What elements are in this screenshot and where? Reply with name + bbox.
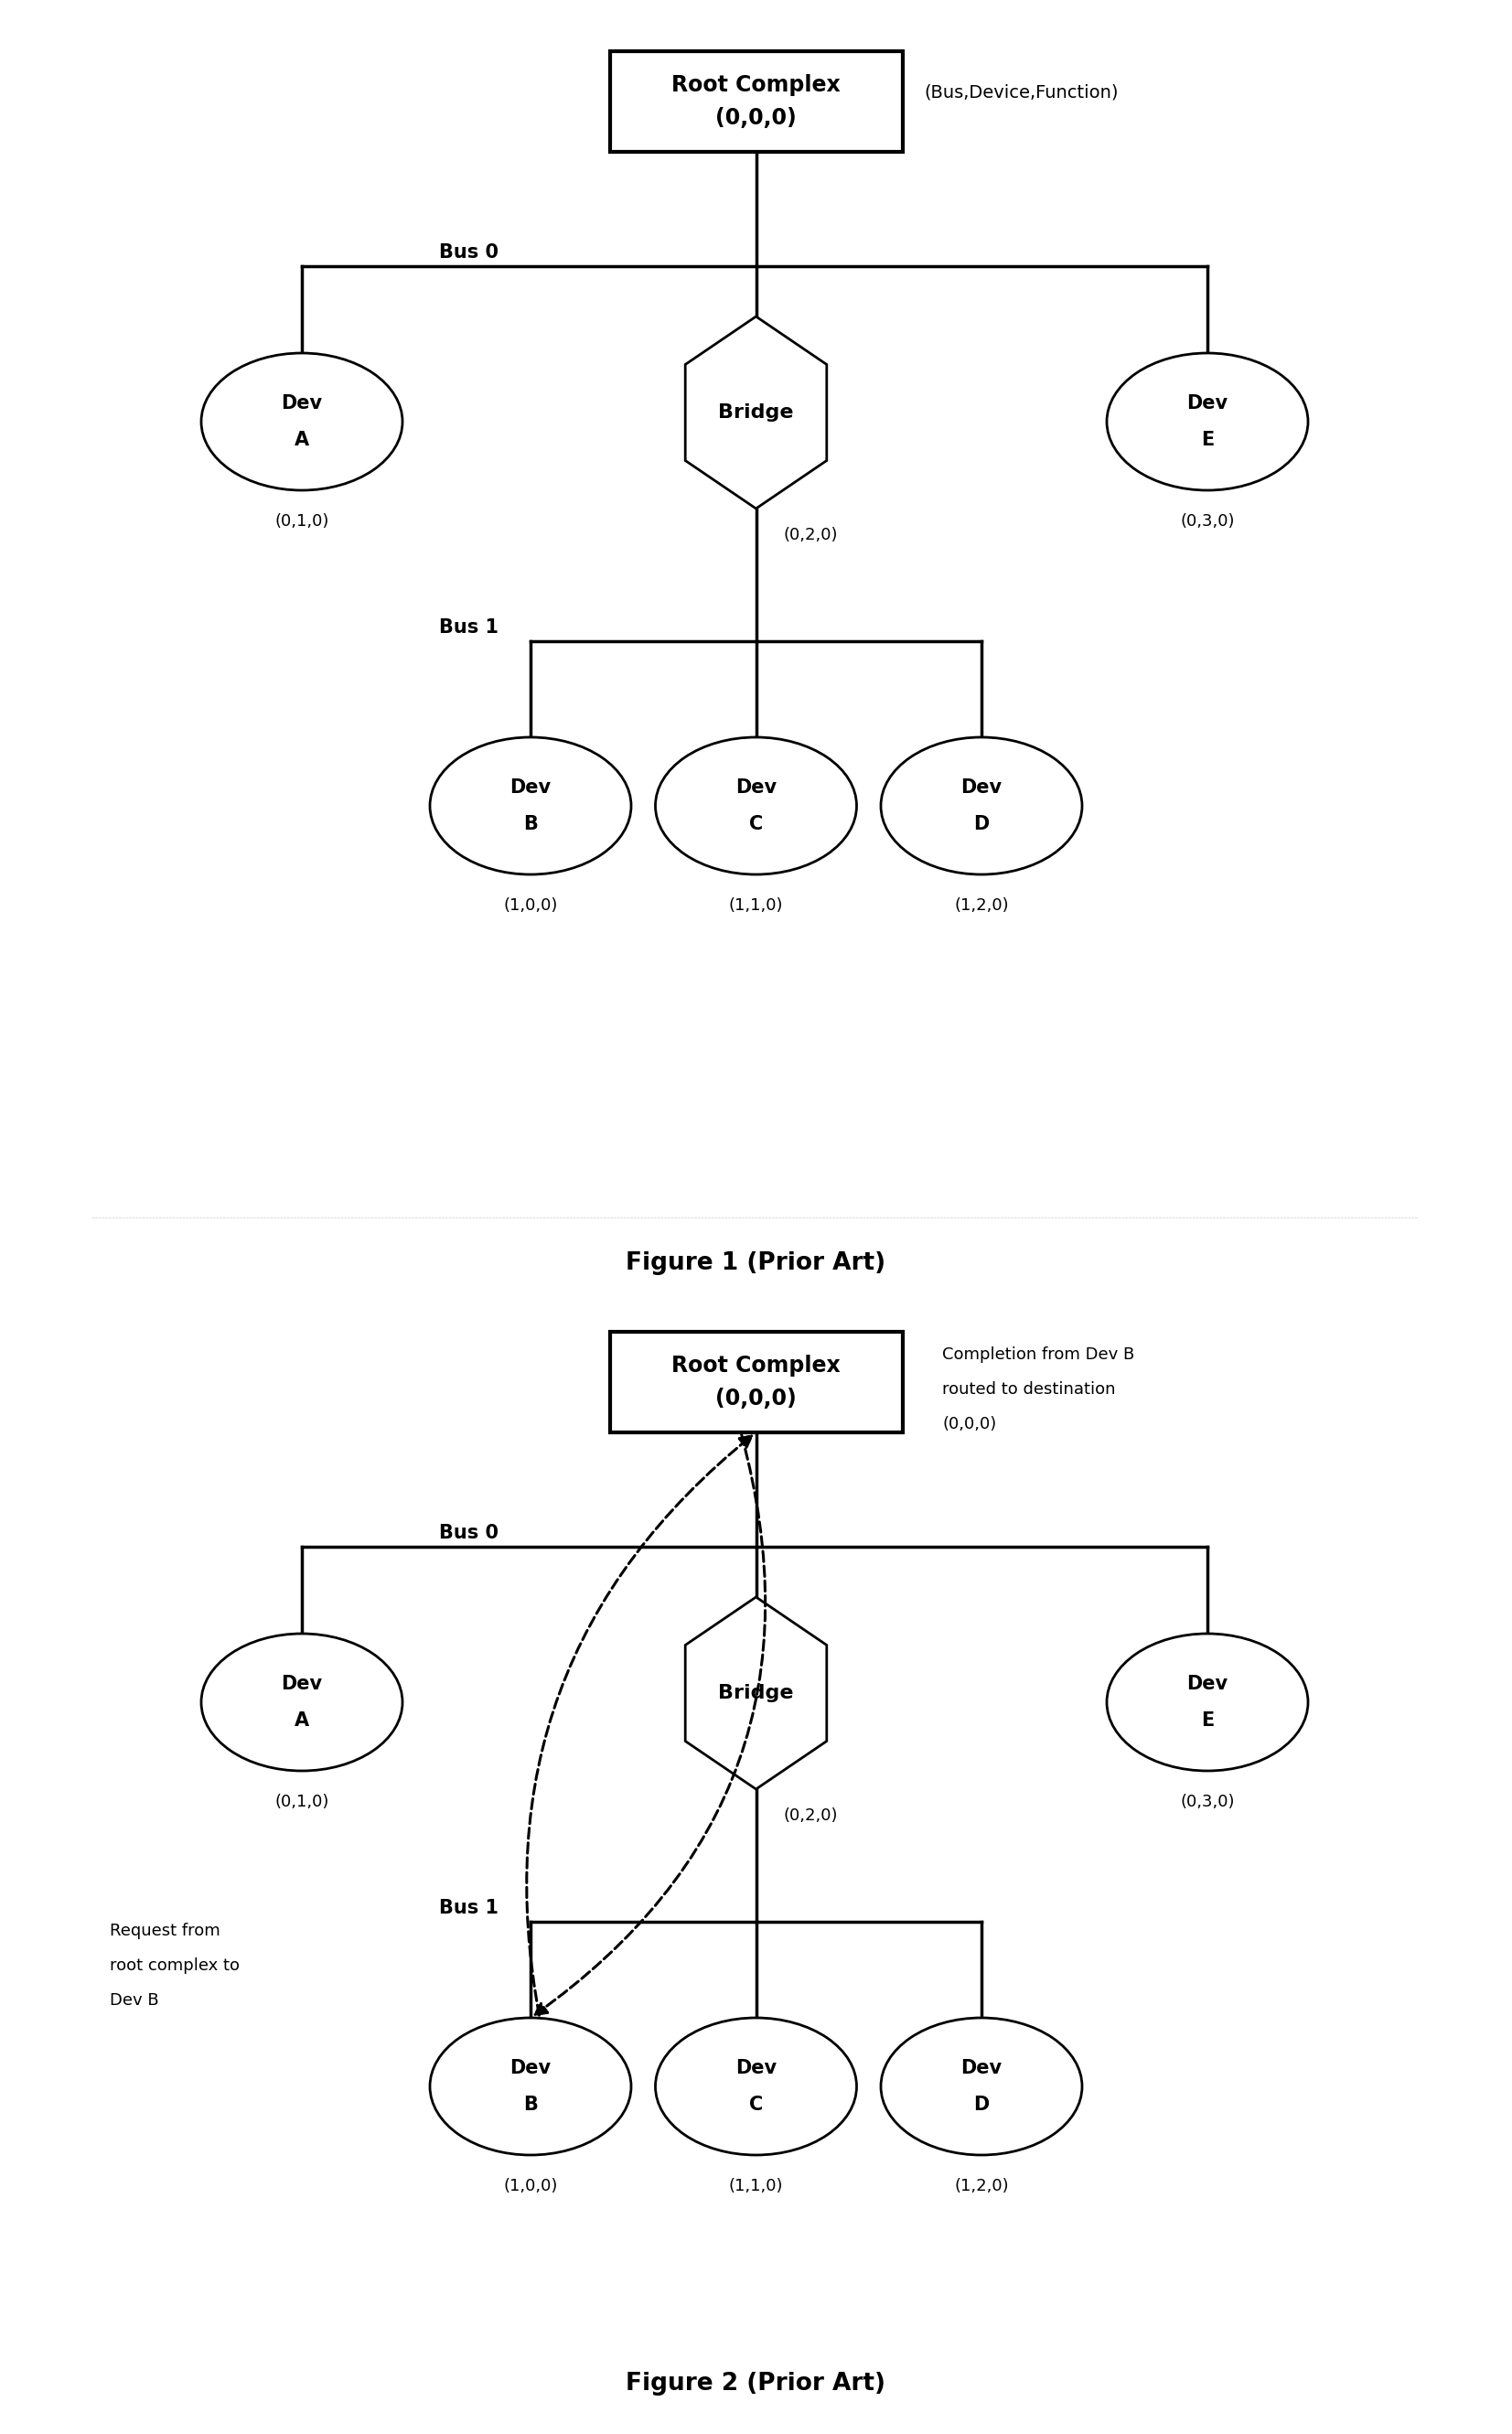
Text: A: A <box>295 1711 310 1731</box>
Text: (0,0,0): (0,0,0) <box>942 1417 996 1434</box>
Text: Dev: Dev <box>1187 394 1228 411</box>
Text: (0,1,0): (0,1,0) <box>275 514 330 531</box>
Text: (1,2,0): (1,2,0) <box>954 2178 1009 2195</box>
Text: Bridge: Bridge <box>718 1684 794 1701</box>
Text: Bus 0: Bus 0 <box>438 243 499 260</box>
Text: B: B <box>523 815 538 832</box>
Text: (1,0,0): (1,0,0) <box>503 2178 558 2195</box>
Text: E: E <box>1201 1711 1214 1731</box>
Ellipse shape <box>201 353 402 489</box>
Text: (1,1,0): (1,1,0) <box>729 2178 783 2195</box>
Text: Completion from Dev B: Completion from Dev B <box>942 1346 1134 1363</box>
Text: routed to destination: routed to destination <box>942 1380 1116 1397</box>
Text: C: C <box>748 815 764 832</box>
Text: Dev: Dev <box>960 2059 1002 2076</box>
Text: E: E <box>1201 431 1214 450</box>
Text: (1,1,0): (1,1,0) <box>729 898 783 913</box>
Text: (1,2,0): (1,2,0) <box>954 898 1009 913</box>
Text: A: A <box>295 431 310 450</box>
Text: Dev: Dev <box>510 779 552 796</box>
Text: (Bus,Device,Function): (Bus,Device,Function) <box>924 83 1119 102</box>
Text: (0,2,0): (0,2,0) <box>783 1808 838 1823</box>
Text: root complex to: root complex to <box>110 1957 239 1974</box>
Polygon shape <box>685 1597 827 1789</box>
Text: Dev: Dev <box>510 2059 552 2076</box>
Text: C: C <box>748 2096 764 2113</box>
Text: Root Complex: Root Complex <box>671 1356 841 1378</box>
FancyBboxPatch shape <box>609 51 903 151</box>
Text: (1,0,0): (1,0,0) <box>503 898 558 913</box>
Text: Bridge: Bridge <box>718 404 794 421</box>
Text: (0,0,0): (0,0,0) <box>715 1387 797 1409</box>
Text: Bus 1: Bus 1 <box>438 618 499 638</box>
Text: D: D <box>974 815 989 832</box>
FancyArrowPatch shape <box>535 1436 765 2015</box>
Text: Figure 2 (Prior Art): Figure 2 (Prior Art) <box>626 2371 886 2395</box>
Ellipse shape <box>429 2018 631 2154</box>
Text: Dev: Dev <box>281 394 322 411</box>
Ellipse shape <box>655 2018 857 2154</box>
Text: Request from: Request from <box>110 1923 221 1940</box>
Polygon shape <box>685 316 827 509</box>
Ellipse shape <box>881 738 1083 874</box>
Ellipse shape <box>655 738 857 874</box>
Text: Dev: Dev <box>735 779 777 796</box>
Text: Dev B: Dev B <box>110 1991 159 2008</box>
Ellipse shape <box>201 1633 402 1772</box>
Text: (0,3,0): (0,3,0) <box>1181 514 1235 531</box>
Text: Dev: Dev <box>281 1675 322 1694</box>
Text: (0,3,0): (0,3,0) <box>1181 1794 1235 1811</box>
Text: B: B <box>523 2096 538 2113</box>
Ellipse shape <box>1107 353 1308 489</box>
FancyArrowPatch shape <box>526 1436 751 2015</box>
Text: Dev: Dev <box>735 2059 777 2076</box>
FancyBboxPatch shape <box>609 1331 903 1434</box>
Ellipse shape <box>429 738 631 874</box>
Text: (0,0,0): (0,0,0) <box>715 107 797 129</box>
Text: Bus 1: Bus 1 <box>438 1899 499 1918</box>
Text: Figure 1 (Prior Art): Figure 1 (Prior Art) <box>626 1251 886 1275</box>
Text: (0,1,0): (0,1,0) <box>275 1794 330 1811</box>
Text: (0,2,0): (0,2,0) <box>783 526 838 543</box>
Text: Dev: Dev <box>1187 1675 1228 1694</box>
Ellipse shape <box>881 2018 1083 2154</box>
Text: Dev: Dev <box>960 779 1002 796</box>
Text: Root Complex: Root Complex <box>671 73 841 95</box>
Text: D: D <box>974 2096 989 2113</box>
Text: Bus 0: Bus 0 <box>438 1524 499 1543</box>
Ellipse shape <box>1107 1633 1308 1772</box>
